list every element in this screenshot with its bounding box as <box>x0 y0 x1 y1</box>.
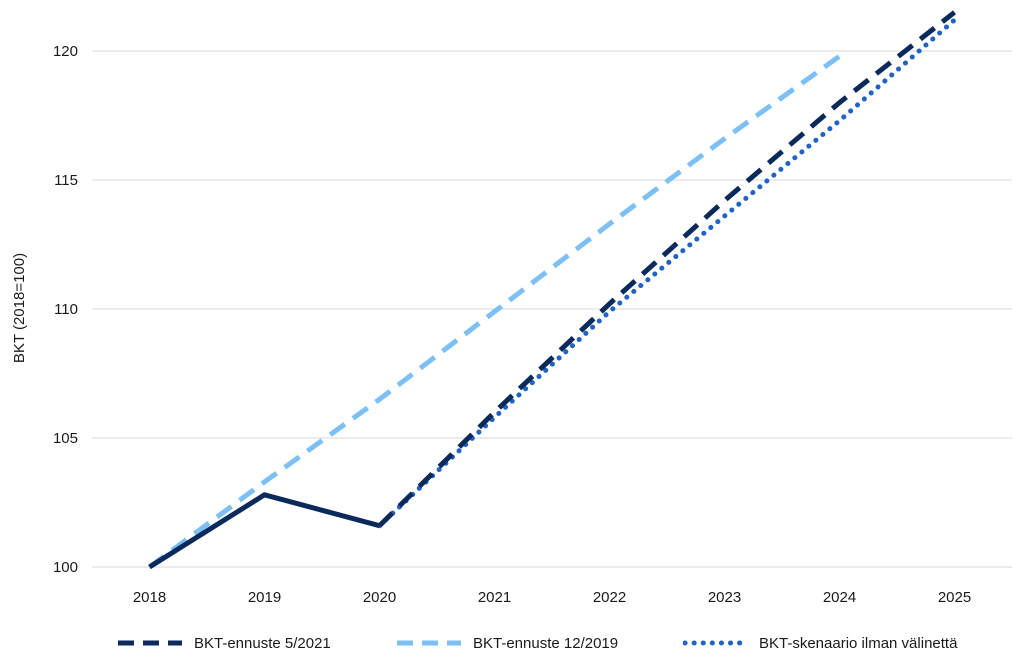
series-line-forecast_12_2019 <box>148 54 841 570</box>
legend-item-forecast-5-2021: BKT-ennuste 5/2021 <box>118 628 331 658</box>
gridlines <box>92 50 1012 568</box>
legend: BKT-ennuste 5/2021 BKT-ennuste 12/2019 B… <box>0 628 1013 658</box>
legend-label: BKT-skenaario ilman välinettä <box>759 634 958 652</box>
legend-swatch-dashed-dark <box>118 640 182 646</box>
series-line-actual <box>148 492 381 570</box>
legend-swatch-dotted <box>683 640 747 646</box>
x-tick-label: 2021 <box>478 589 511 606</box>
legend-label: BKT-ennuste 5/2021 <box>194 634 331 652</box>
x-tick-label: 2019 <box>248 589 281 606</box>
series-lines <box>148 10 957 570</box>
legend-label: BKT-ennuste 12/2019 <box>473 634 619 652</box>
line-chart: 100 105 110 115 120 2018 2019 2020 2021 2022 2023… <box>11 10 1012 606</box>
legend-item-forecast-12-2019: BKT-ennuste 12/2019 <box>397 628 618 658</box>
x-tick-labels: 2018 2019 2020 2021 2022 2023 2024 2025 <box>133 589 971 606</box>
series-line-forecast_5_2021 <box>377 10 957 528</box>
y-tick-label: 110 <box>54 301 78 318</box>
y-tick-label: 100 <box>53 559 78 576</box>
x-tick-label: 2022 <box>593 589 626 606</box>
y-tick-labels: 100 105 110 115 120 <box>53 43 78 576</box>
x-tick-label: 2020 <box>363 589 396 606</box>
y-tick-label: 105 <box>53 430 78 447</box>
legend-swatch-dashed-light <box>397 640 461 646</box>
y-tick-label: 120 <box>53 43 78 60</box>
y-tick-label: 115 <box>54 172 78 189</box>
x-tick-label: 2018 <box>133 589 166 606</box>
y-axis-title: BKT (2018=100) <box>11 253 28 363</box>
legend-item-scenario: BKT-skenaario ilman välinettä <box>683 628 957 658</box>
x-tick-label: 2024 <box>823 589 856 606</box>
x-tick-label: 2023 <box>708 589 741 606</box>
x-tick-label: 2025 <box>938 589 971 606</box>
series-line-scenario <box>377 17 957 529</box>
